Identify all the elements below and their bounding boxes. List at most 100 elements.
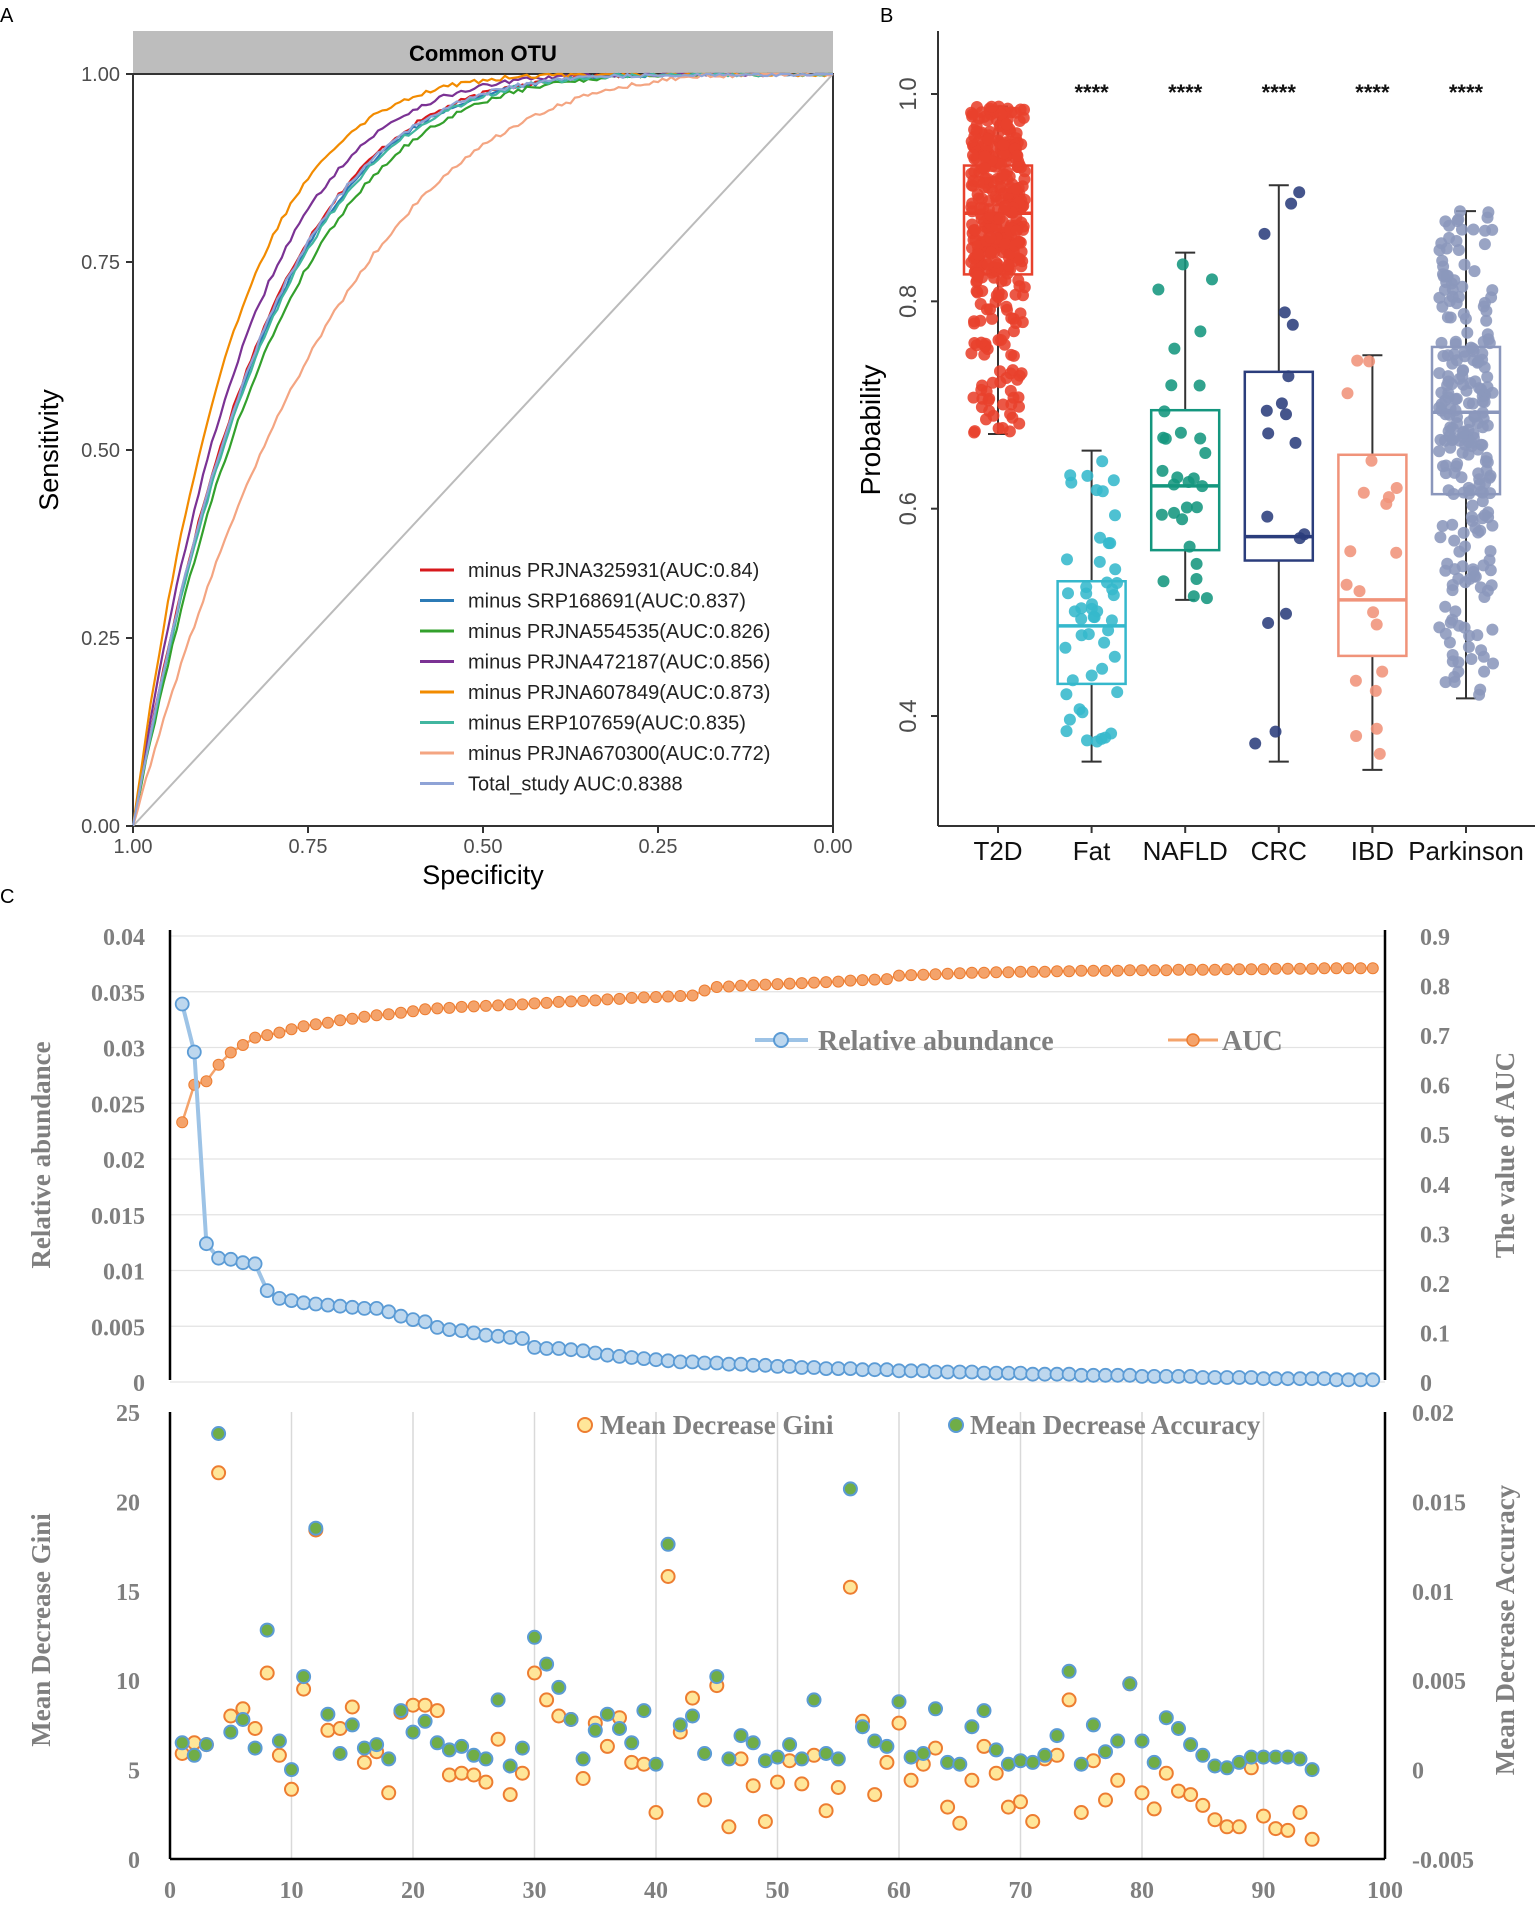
gini-point xyxy=(903,1772,919,1788)
accuracy-point xyxy=(235,1712,251,1727)
sample-point xyxy=(1000,118,1013,131)
relative-abundance-point xyxy=(1171,1369,1186,1384)
sample-point xyxy=(1485,291,1498,304)
accuracy-point xyxy=(782,1737,798,1753)
sample-point xyxy=(1096,455,1109,468)
panel-c-bottom-left-tick: 20 xyxy=(116,1490,140,1516)
gini-point xyxy=(320,1722,336,1738)
sample-point xyxy=(968,123,981,136)
relative-abundance-point xyxy=(806,1360,822,1375)
auc-point xyxy=(820,976,833,989)
auc-point xyxy=(686,989,699,1002)
sample-point xyxy=(986,312,998,325)
accuracy-point xyxy=(1243,1749,1259,1765)
gini-point xyxy=(879,1754,895,1770)
legend-gini-marker xyxy=(577,1417,593,1433)
auc-point xyxy=(540,996,553,1009)
gini-point xyxy=(733,1751,749,1767)
sample-point xyxy=(1448,274,1461,287)
auc-point xyxy=(662,990,675,1003)
auc-point xyxy=(1366,962,1379,975)
auc-point xyxy=(321,1016,334,1029)
roc-curve-6 xyxy=(131,72,833,827)
relative-abundance-point xyxy=(1013,1365,1028,1381)
auc-point xyxy=(1172,963,1185,976)
accuracy-point xyxy=(320,1706,336,1722)
accuracy-point xyxy=(575,1751,591,1767)
auc-point xyxy=(1002,966,1015,979)
gini-point xyxy=(624,1754,640,1770)
gini-point xyxy=(1195,1797,1211,1813)
sample-point xyxy=(1286,318,1299,331)
auc-point xyxy=(990,966,1003,979)
sample-point xyxy=(1481,456,1494,469)
relative-abundance-point xyxy=(284,1293,299,1308)
panel-c-top-right-tick: 0 xyxy=(1420,1371,1432,1397)
sample-point xyxy=(1486,519,1499,532)
sample-point xyxy=(1073,703,1086,716)
box-fat xyxy=(1056,579,1127,686)
sample-point xyxy=(1481,211,1494,224)
panel-b-xtick-label: T2D xyxy=(973,836,1022,866)
panel-b-ylabel: Probability xyxy=(855,365,886,496)
panel-b-xtick-label: Fat xyxy=(1073,836,1111,866)
sample-point xyxy=(1442,391,1455,404)
sample-point xyxy=(1093,555,1106,568)
auc-point xyxy=(1184,963,1197,976)
auc-point xyxy=(309,1018,322,1031)
sample-point xyxy=(1457,378,1470,391)
sample-point xyxy=(1363,355,1376,368)
auc-point xyxy=(601,993,614,1006)
sample-point xyxy=(996,168,1009,181)
roc-curves xyxy=(131,72,834,827)
panel-c-bottom-xtick: 40 xyxy=(644,1878,668,1904)
accuracy-point xyxy=(757,1753,773,1769)
sample-point xyxy=(1468,265,1481,278)
sample-point xyxy=(983,405,996,417)
gini-point xyxy=(1061,1692,1077,1708)
panel-c-top-left-tick: 0.035 xyxy=(91,981,145,1007)
sample-point xyxy=(1433,445,1446,458)
accuracy-point xyxy=(332,1746,348,1761)
gini-point xyxy=(952,1815,968,1831)
auc-point xyxy=(808,976,820,989)
gini-point xyxy=(1207,1812,1223,1828)
accuracy-point xyxy=(211,1426,227,1441)
panel-c-bottom-left-tick: 10 xyxy=(116,1669,140,1695)
gini-point xyxy=(757,1814,773,1829)
gini-point xyxy=(259,1665,275,1681)
accuracy-point xyxy=(1292,1751,1308,1767)
sample-point xyxy=(968,317,981,330)
auc-point xyxy=(1123,964,1136,977)
panel-b-xtick-label: Parkinson xyxy=(1408,836,1524,866)
relative-abundance-point xyxy=(1001,1365,1016,1381)
panel-c-top-right-tick: 0.5 xyxy=(1420,1123,1450,1149)
sample-point xyxy=(995,108,1008,121)
auc-point xyxy=(759,978,772,991)
sample-point xyxy=(1472,355,1485,368)
sample-point xyxy=(1087,610,1100,623)
gini-point xyxy=(1304,1831,1320,1847)
sample-point xyxy=(1007,349,1020,362)
sample-point xyxy=(1109,509,1121,522)
sample-point xyxy=(1351,354,1364,367)
legend-label-8: Total_study AUC:0.8388 xyxy=(468,774,683,796)
auc-point xyxy=(236,1039,249,1051)
auc-point xyxy=(917,968,930,981)
sample-point xyxy=(967,149,979,162)
sample-point xyxy=(1180,501,1193,514)
relative-abundance-point xyxy=(624,1350,640,1365)
auc-point xyxy=(844,974,857,987)
sample-point xyxy=(1448,534,1461,547)
sample-point xyxy=(985,246,998,259)
relative-abundance-point xyxy=(672,1354,688,1370)
relative-abundance-point xyxy=(1243,1370,1259,1385)
auc-point xyxy=(1111,964,1124,977)
sample-point xyxy=(1382,491,1395,504)
relative-abundance-point xyxy=(211,1250,227,1266)
relative-abundance-point xyxy=(1304,1371,1320,1387)
sample-point xyxy=(1107,589,1120,602)
relative-abundance-point xyxy=(223,1251,239,1267)
sample-point xyxy=(1438,283,1451,296)
panel-label-b: B xyxy=(880,5,893,27)
